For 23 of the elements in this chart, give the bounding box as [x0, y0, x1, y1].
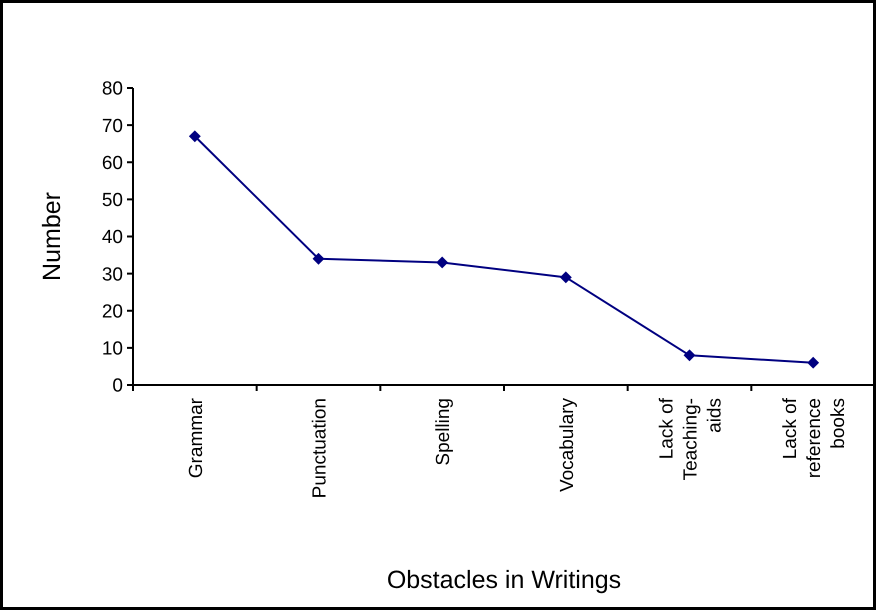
point	[560, 271, 572, 284]
y-tick-label: 10	[102, 338, 123, 360]
point	[436, 256, 448, 268]
y-tick-label: 20	[102, 301, 123, 322]
x-axis-title: Obstacles in Writings	[386, 566, 622, 594]
x-tick-label: Lack of Teaching-aids	[656, 397, 726, 480]
point	[684, 349, 696, 362]
x-tick-label: Spelling	[433, 398, 454, 466]
x-tick-label: Vocabulary	[556, 398, 578, 492]
y-tick-label: 80	[102, 78, 123, 100]
y-tick-label: 50	[102, 190, 123, 212]
y-tick-label: 40	[102, 227, 123, 248]
y-tick-label: 60	[102, 152, 123, 174]
x-tick-label: Grammar	[186, 397, 207, 478]
point	[312, 252, 324, 265]
point	[807, 356, 820, 369]
x-tick-label: Lack of reference books	[780, 397, 850, 478]
y-tick-label: 70	[102, 116, 123, 137]
x-tick-label: Punctuation	[310, 398, 330, 498]
point	[188, 130, 201, 142]
y-tick-label: 30	[102, 264, 123, 286]
y-tick-label: 0	[112, 376, 123, 397]
y-axis-title: Number	[38, 192, 66, 281]
